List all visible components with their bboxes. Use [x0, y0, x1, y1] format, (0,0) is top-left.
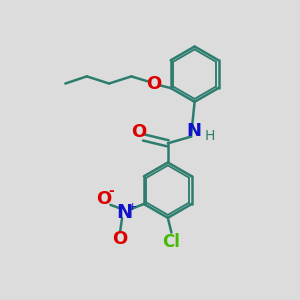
- Text: N: N: [186, 122, 201, 140]
- Text: O: O: [112, 230, 128, 248]
- Text: O: O: [96, 190, 111, 208]
- Text: +: +: [128, 202, 137, 212]
- Text: H: H: [205, 129, 215, 143]
- Text: -: -: [108, 184, 114, 199]
- Text: O: O: [146, 74, 161, 92]
- Text: Cl: Cl: [163, 233, 180, 251]
- Text: O: O: [131, 123, 146, 141]
- Text: N: N: [117, 202, 133, 221]
